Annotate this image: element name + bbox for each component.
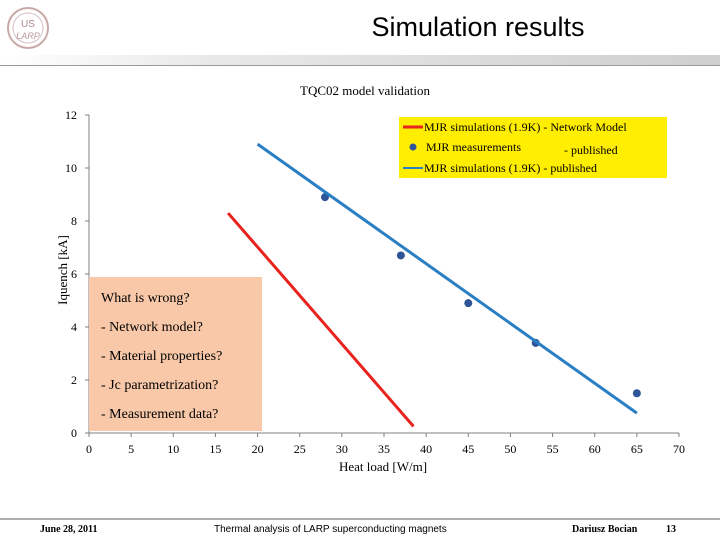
x-axis-label: Heat load [W/m] — [339, 459, 427, 474]
footer-center-text: Thermal analysis of LARP superconducting… — [214, 524, 447, 535]
y-axis-label: Iquench [kA] — [55, 235, 70, 305]
footer-divider — [0, 518, 720, 520]
data-point — [632, 389, 641, 398]
x-tick-label: 0 — [86, 442, 92, 456]
legend-label-published: MJR simulations (1.9K) - published — [424, 161, 597, 175]
y-tick-label: 0 — [71, 426, 77, 440]
x-tick-label: 35 — [378, 442, 390, 456]
footer-page-number: 13 — [666, 524, 676, 535]
x-tick-label: 10 — [167, 442, 179, 456]
y-tick-label: 2 — [71, 373, 77, 387]
x-tick-label: 30 — [336, 442, 348, 456]
annotation-background — [89, 277, 262, 431]
legend-label-network-model: MJR simulations (1.9K) - Network Model — [424, 120, 627, 134]
x-tick-label: 55 — [547, 442, 559, 456]
annotation-item: - Material properties? — [101, 349, 222, 364]
x-tick-label: 5 — [128, 442, 134, 456]
annotation-item: - Measurement data? — [101, 407, 218, 422]
x-tick-label: 25 — [294, 442, 306, 456]
x-tick-label: 20 — [252, 442, 264, 456]
chart-marks — [226, 142, 641, 428]
x-tick-label: 45 — [462, 442, 474, 456]
y-tick-label: 4 — [71, 320, 77, 334]
x-tick-label: 65 — [631, 442, 643, 456]
chart-axes: 0 5 10 15 20 25 30 35 40 45 50 55 60 65 70 0 2 4 6 8 10 12 — [65, 108, 685, 456]
x-tick-label: 40 — [420, 442, 432, 456]
us-larp-logo: US LARP — [7, 7, 49, 49]
legend-background — [399, 117, 667, 178]
footer-author: Dariusz Bocian — [572, 524, 638, 535]
x-tick-label: 15 — [209, 442, 221, 456]
x-tick-label: 70 — [673, 442, 685, 456]
data-point — [464, 299, 473, 308]
footer-date: June 28, 2011 — [40, 524, 98, 535]
y-tick-label: 8 — [71, 214, 77, 228]
chart-legend: MJR simulations (1.9K) - Network Model MJ… — [399, 117, 667, 178]
y-tick-label: 12 — [65, 108, 77, 122]
series-line — [226, 212, 415, 428]
logo-text-top: US — [21, 19, 35, 30]
title-divider — [0, 55, 720, 66]
slide-title: Simulation results — [371, 12, 585, 42]
legend-swatch-measurements — [409, 143, 417, 151]
x-tick-label: 60 — [589, 442, 601, 456]
x-tick-label: 50 — [504, 442, 516, 456]
y-tick-label: 6 — [71, 267, 77, 281]
annotation-heading: What is wrong? — [101, 291, 190, 306]
data-point — [396, 251, 405, 260]
y-tick-label: 10 — [65, 161, 77, 175]
series-line — [256, 142, 638, 415]
annotation-item: - Network model? — [101, 320, 203, 335]
legend-label-measurements: MJR measurements — [426, 140, 521, 154]
chart-title: TQC02 model validation — [300, 83, 430, 98]
annotation-box: What is wrong? - Network model? - Material… — [89, 277, 262, 431]
logo-text-bottom: LARP — [16, 31, 40, 41]
annotation-item: - Jc parametrization? — [101, 378, 218, 393]
legend-label-measurements-suffix: - published — [564, 143, 618, 157]
